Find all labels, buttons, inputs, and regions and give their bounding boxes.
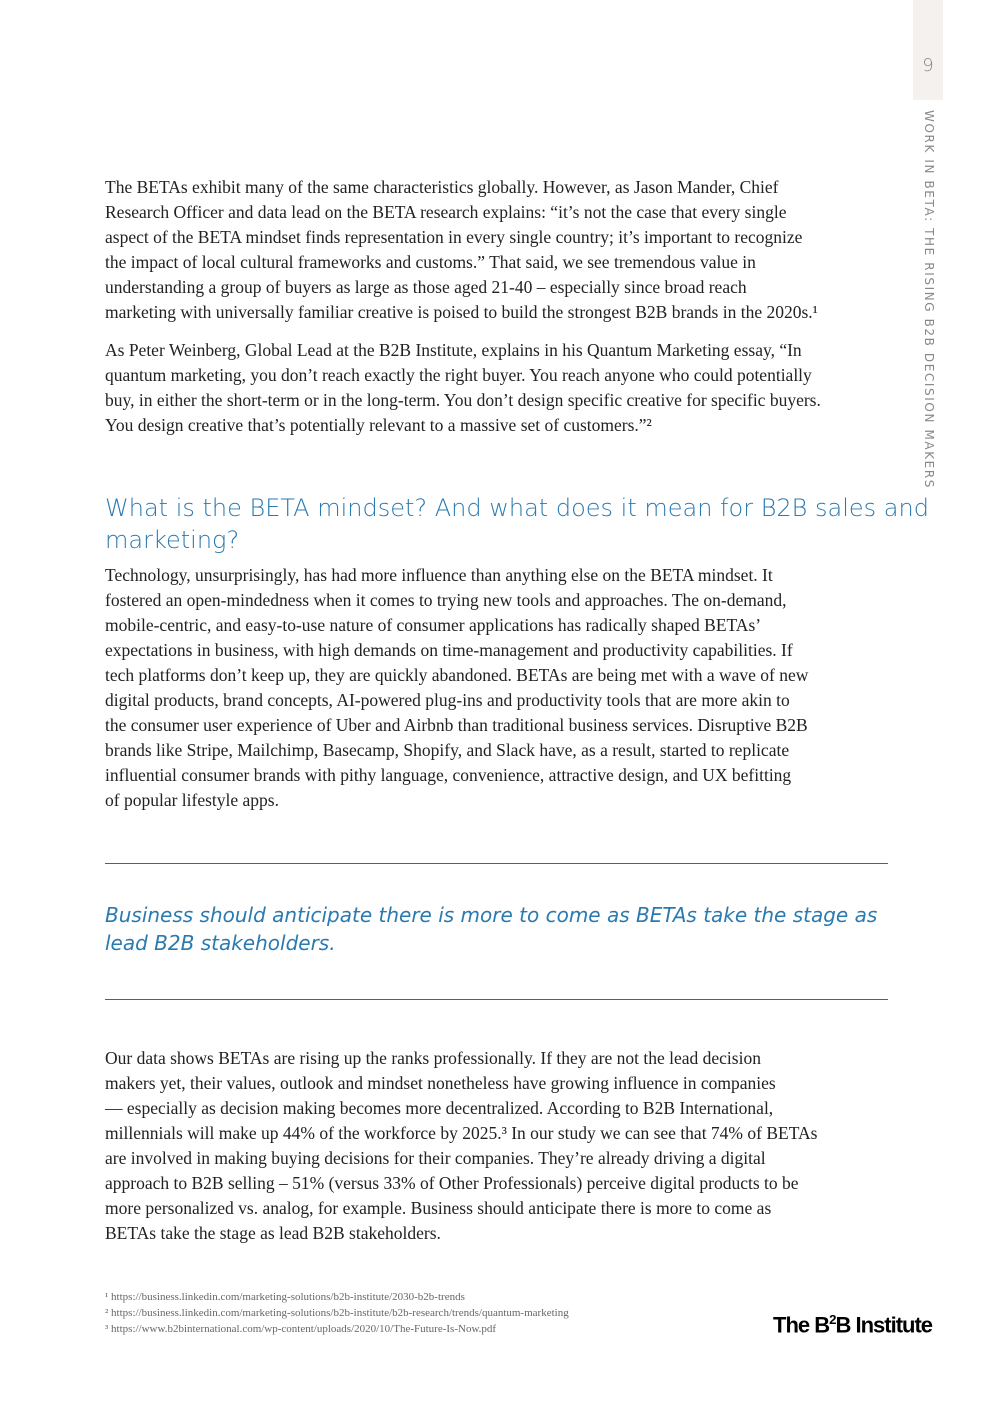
text-line: are involved in making buying decisions … [105, 1148, 766, 1168]
text-line: digital products, brand concepts, AI-pow… [105, 690, 790, 710]
text-line: makers yet, their values, outlook and mi… [105, 1073, 776, 1093]
text-line: ² https://business.linkedin.com/marketin… [105, 1307, 569, 1319]
paragraph-intro: The BETAs exhibit many of the same chara… [105, 175, 818, 325]
text-line: As Peter Weinberg, Global Lead at the B2… [105, 340, 802, 360]
text-line: Technology, unsurprisingly, has had more… [105, 565, 773, 585]
text-line: buy, in either the short-term or in the … [105, 390, 821, 410]
text-line: — especially as decision making becomes … [105, 1098, 774, 1118]
paragraph-data: Our data shows BETAs are rising up the r… [105, 1046, 817, 1246]
text-line: mobile-centric, and easy-to-use nature o… [105, 615, 762, 635]
text-line: understanding a group of buyers as large… [105, 277, 747, 297]
text-line: Our data shows BETAs are rising up the r… [105, 1048, 761, 1068]
pull-quote: Business should anticipate there is more… [105, 901, 877, 957]
text-line: expectations in business, with high dema… [105, 640, 793, 660]
text-line: marketing with universally familiar crea… [105, 302, 818, 322]
text-line: The BETAs exhibit many of the same chara… [105, 177, 779, 197]
text-line: You design creative that’s potentially r… [105, 415, 652, 435]
text-line: quantum marketing, you don’t reach exact… [105, 365, 812, 385]
text-line: What is the BETA mindset? And what does … [105, 494, 929, 522]
text-line: Business should anticipate there is more… [105, 903, 878, 927]
text-line: lead B2B stakeholders. [105, 931, 336, 955]
text-line: tech platforms don’t keep up, they are q… [105, 665, 809, 685]
text-line: the impact of local cultural frameworks … [105, 252, 756, 272]
running-title: WORK IN BETA: THE RISING B2B DECISION MA… [922, 110, 936, 490]
text-line: the consumer user experience of Uber and… [105, 715, 808, 735]
text-line: BETAs take the stage as lead B2B stakeho… [105, 1223, 441, 1243]
section-heading: What is the BETA mindset? And what does … [105, 492, 929, 556]
footnotes: ¹ https://business.linkedin.com/marketin… [105, 1289, 569, 1337]
b2b-institute-logo: The B2B Institute [773, 1312, 933, 1338]
text-line: Research Officer and data lead on the BE… [105, 202, 787, 222]
page-number: 9 [922, 55, 934, 76]
page-tab [913, 0, 943, 100]
text-line: ¹ https://business.linkedin.com/marketin… [105, 1291, 465, 1303]
paragraph-technology: Technology, unsurprisingly, has had more… [105, 563, 808, 813]
text-line: millennials will make up 44% of the work… [105, 1123, 818, 1143]
text-line: marketing? [105, 526, 240, 554]
text-line: influential consumer brands with pithy l… [105, 765, 792, 785]
text-line: aspect of the BETA mindset finds represe… [105, 227, 803, 247]
divider-top [105, 863, 888, 864]
paragraph-quantum: As Peter Weinberg, Global Lead at the B2… [105, 338, 821, 438]
text-line: approach to B2B selling – 51% (versus 33… [105, 1173, 799, 1193]
text-line: brands like Stripe, Mailchimp, Basecamp,… [105, 740, 790, 760]
text-line: ³ https://www.b2binternational.com/wp-co… [105, 1323, 497, 1335]
text-line: more personalized vs. analog, for exampl… [105, 1198, 772, 1218]
text-line: of popular lifestyle apps. [105, 790, 279, 810]
divider-bottom [105, 999, 888, 1000]
text-line: fostered an open-mindedness when it come… [105, 590, 787, 610]
